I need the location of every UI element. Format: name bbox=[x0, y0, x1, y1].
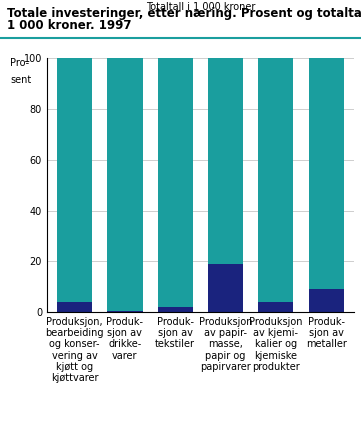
Text: sent: sent bbox=[10, 74, 31, 84]
Bar bbox=[208, 58, 243, 264]
Bar bbox=[258, 302, 293, 312]
Text: Pro-: Pro- bbox=[10, 58, 29, 68]
Bar bbox=[208, 264, 243, 312]
Bar bbox=[57, 302, 92, 312]
Text: 1 000 kroner. 1997: 1 000 kroner. 1997 bbox=[7, 19, 132, 32]
Bar bbox=[107, 311, 143, 312]
Bar bbox=[309, 289, 344, 312]
Bar bbox=[158, 58, 193, 307]
Text: Totale investeringer, etter næring. Prosent og totaltall i: Totale investeringer, etter næring. Pros… bbox=[7, 7, 361, 20]
Text: Totaltall i 1 000 kroner: Totaltall i 1 000 kroner bbox=[146, 2, 255, 12]
Bar bbox=[258, 58, 293, 302]
Bar bbox=[107, 58, 143, 311]
Bar bbox=[57, 58, 92, 302]
Bar bbox=[158, 307, 193, 312]
Bar bbox=[309, 58, 344, 289]
